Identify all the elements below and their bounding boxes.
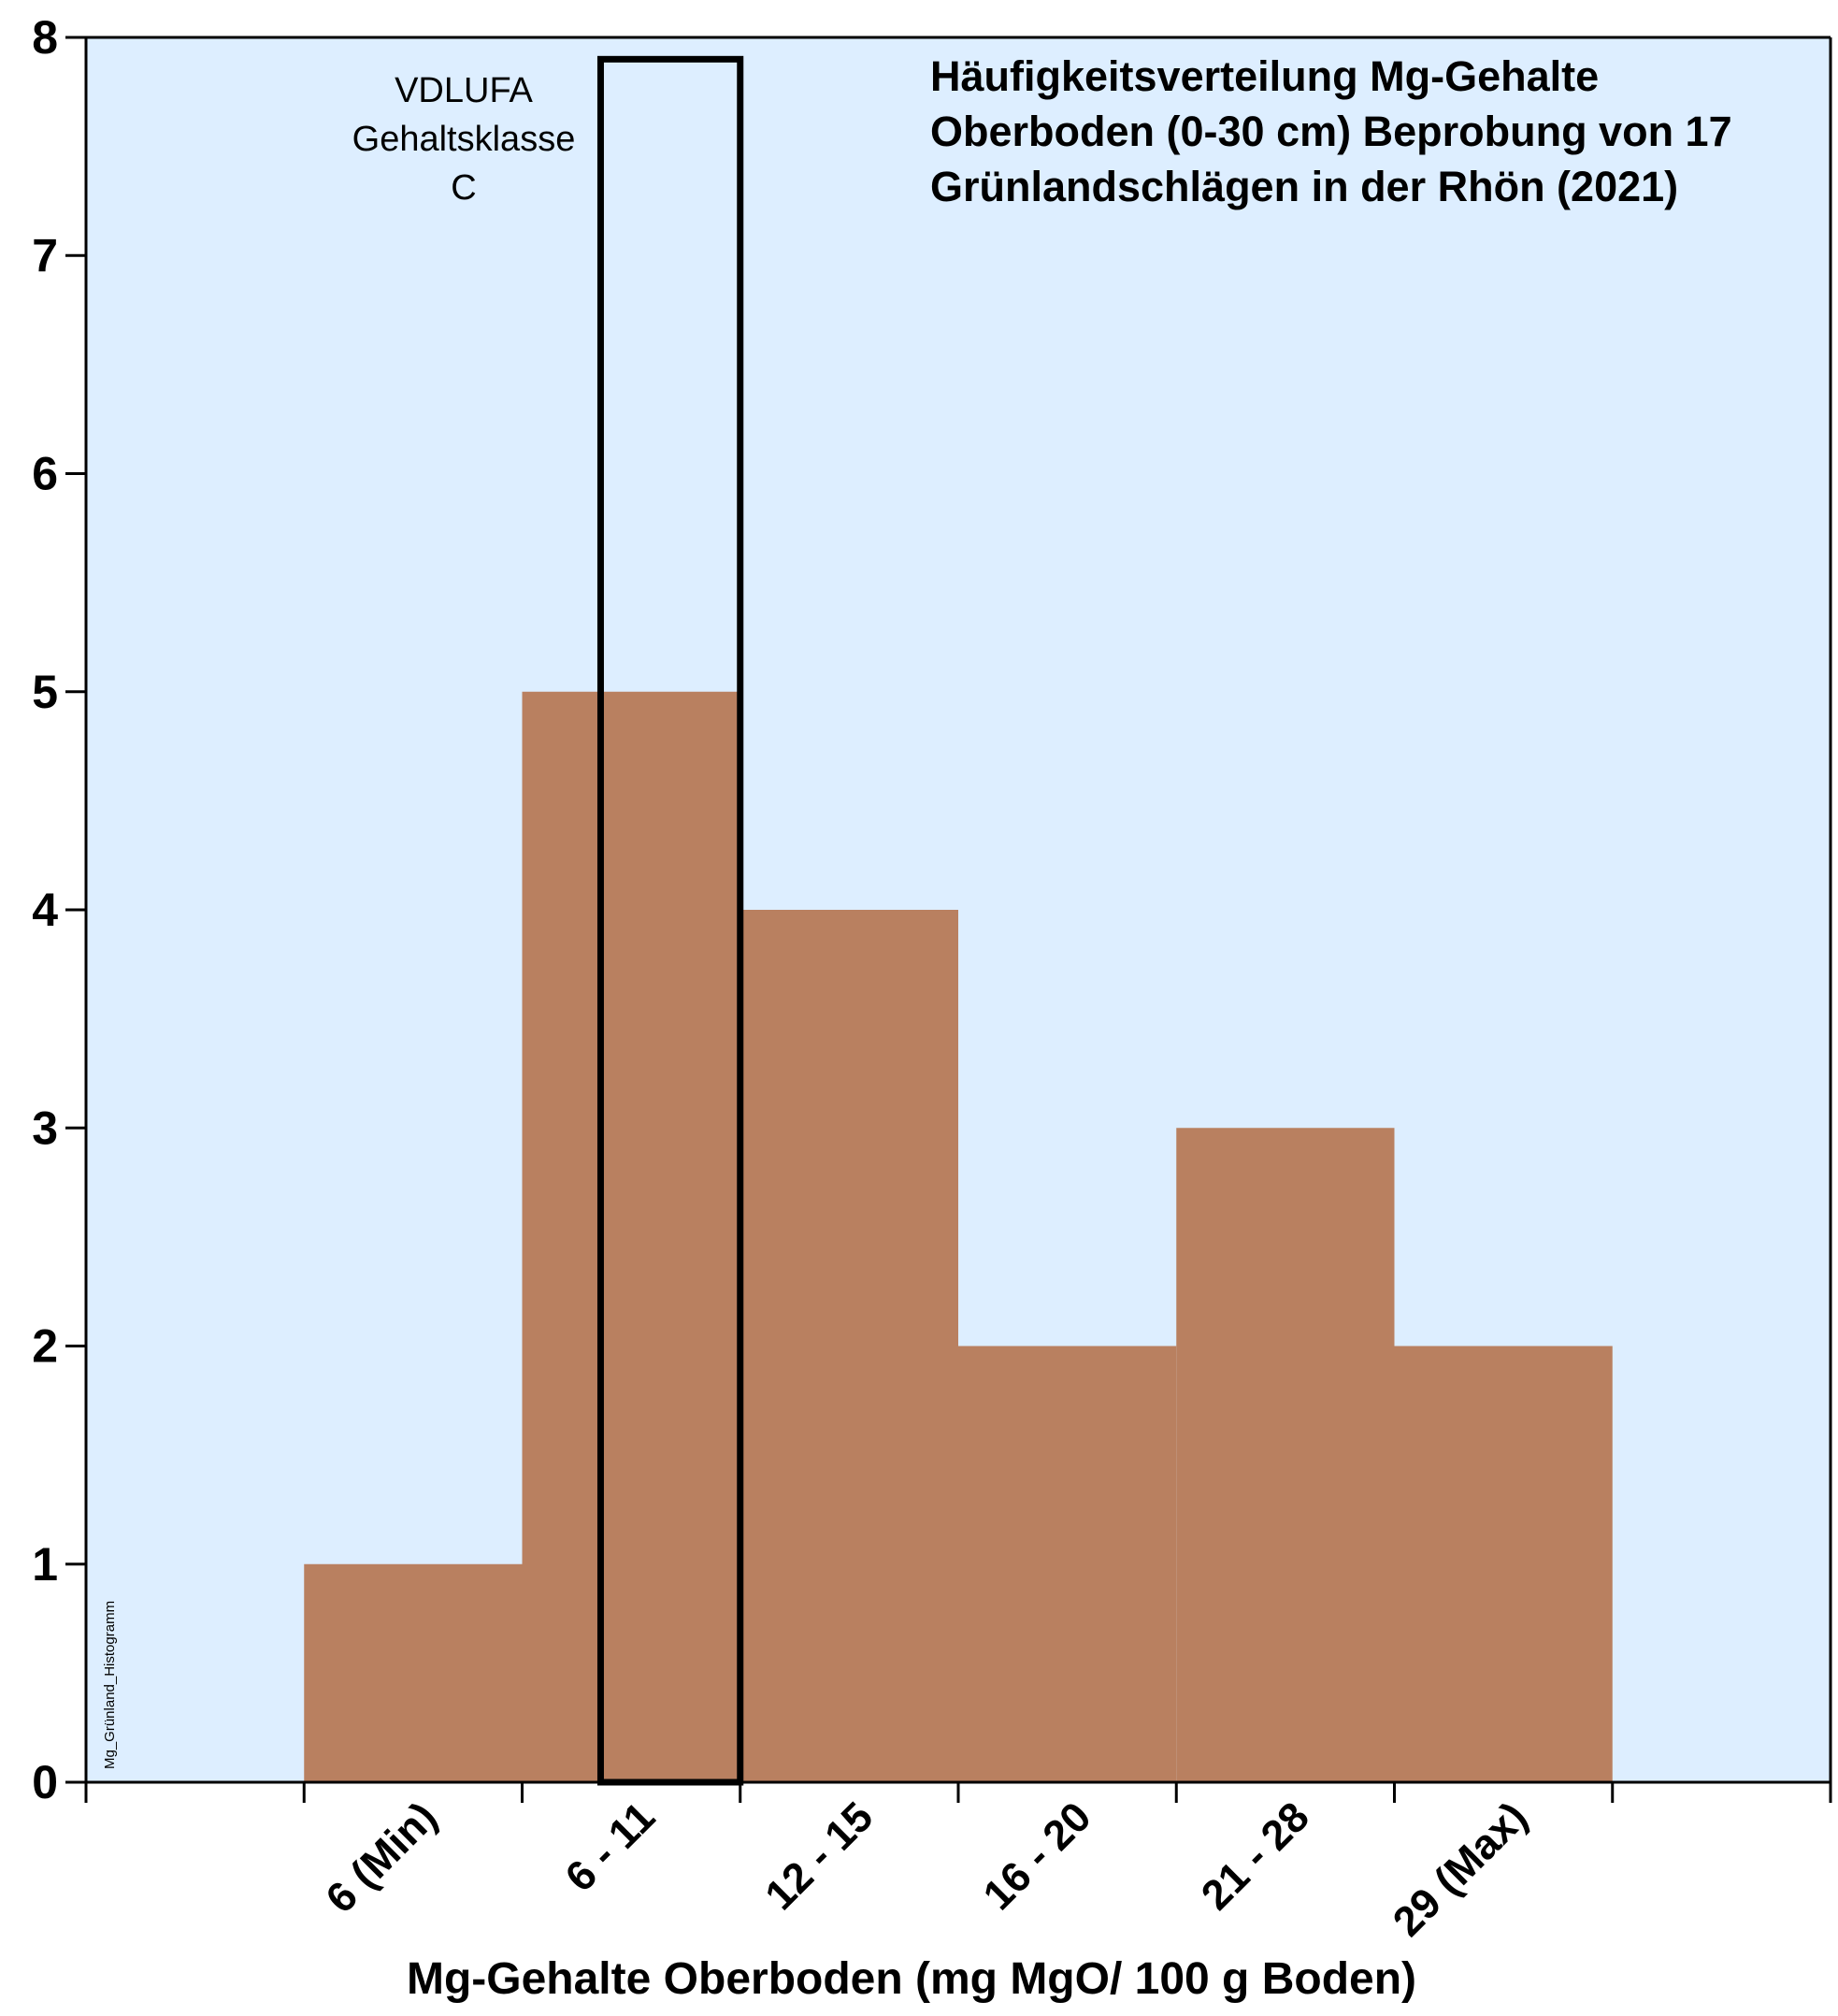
bar-1 (304, 1563, 523, 1782)
y-tick-label-5: 5 (32, 666, 58, 718)
x-tick-label-5: 21 - 28 (1192, 1793, 1318, 1919)
annotation-line-1: VDLUFA (395, 71, 533, 110)
chart-title: Häufigkeitsverteilung Mg-Gehalte Oberbod… (930, 52, 1732, 210)
annotation-line-3: C (451, 168, 476, 208)
y-tick-label-6: 6 (32, 448, 58, 500)
y-tick-label-3: 3 (32, 1102, 58, 1154)
y-tick-label-4: 4 (32, 884, 58, 936)
bar-5 (1176, 1128, 1395, 1782)
x-ticks-group: 6 (Min) 6 - 11 12 - 15 16 - 20 21 - 28 29 (Ma… (84, 1782, 1832, 1945)
y-tick-label-1: 1 (32, 1538, 58, 1591)
y-tick-label-2: 2 (32, 1320, 58, 1373)
bar-3 (740, 910, 958, 1782)
title-line-3: Grünlandschlägen in der Rhön (2021) (930, 163, 1678, 210)
bars-group (304, 691, 1613, 1782)
title-line-1: Häufigkeitsverteilung Mg-Gehalte (930, 52, 1599, 100)
x-tick-label-3: 12 - 15 (755, 1793, 882, 1919)
title-line-2: Oberboden (0-30 cm) Beprobung von 17 (930, 108, 1732, 155)
x-tick-label-4: 16 - 20 (974, 1793, 1100, 1919)
y-ticks-group: 0 1 2 3 4 5 6 7 8 (32, 11, 86, 1808)
x-tick-label-6: 29 (Max) (1384, 1793, 1536, 1945)
x-tick-label-2: 6 - 11 (556, 1793, 665, 1901)
y-tick-label-7: 7 (32, 229, 58, 281)
annotation-line-2: Gehaltsklasse (352, 120, 576, 159)
x-tick-label-1: 6 (Min) (316, 1793, 446, 1922)
y-tick-label-8: 8 (32, 11, 58, 64)
chart-watermark: Mg_Grünland_Histogramm (102, 1601, 118, 1769)
bar-4 (958, 1346, 1177, 1782)
bar-6 (1394, 1346, 1613, 1782)
x-axis-label: Mg-Gehalte Oberboden (mg MgO/ 100 g Bode… (407, 1954, 1416, 2004)
bar-2 (522, 691, 740, 1782)
vdlufa-annotation: VDLUFA Gehaltsklasse C (352, 71, 576, 208)
y-tick-label-0: 0 (32, 1756, 58, 1808)
